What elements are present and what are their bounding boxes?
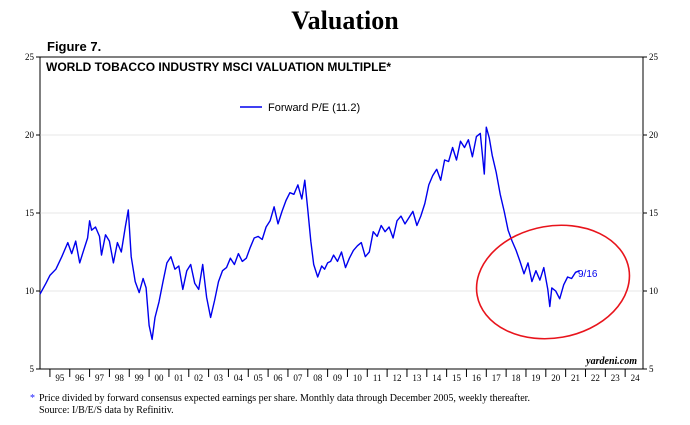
x-tick-label-03: 03 xyxy=(214,373,224,383)
figure-label: Figure 7. xyxy=(47,39,102,54)
footnote-line-2: Source: I/B/E/S data by Refinitiv. xyxy=(39,405,174,416)
y-tick-label-left: 15 xyxy=(25,208,35,218)
x-tick-label-16: 16 xyxy=(472,373,482,383)
x-tick-label-00: 00 xyxy=(155,373,165,383)
x-tick-label-09: 09 xyxy=(333,373,343,383)
red-annotation-circle xyxy=(475,224,631,340)
x-tick-label-97: 97 xyxy=(95,373,105,383)
x-tick-label-22: 22 xyxy=(591,373,600,383)
x-tick-label-20: 20 xyxy=(551,373,561,383)
x-tick-label-15: 15 xyxy=(452,373,462,383)
y-tick-label-right: 10 xyxy=(649,286,659,296)
y-axis-right: 5 10 15 20 25 xyxy=(643,52,659,374)
gridlines xyxy=(40,134,643,292)
x-tick-label-19: 19 xyxy=(531,373,541,383)
x-tick-label-11: 11 xyxy=(373,373,382,383)
x-tick-label-12: 12 xyxy=(393,373,402,383)
legend: Forward P/E (11.2) xyxy=(240,102,360,114)
x-tick-label-24: 24 xyxy=(631,373,641,383)
x-tick-label-06: 06 xyxy=(274,373,284,383)
x-tick-label-04: 04 xyxy=(234,373,244,383)
y-tick-label-right: 20 xyxy=(649,130,659,140)
x-tick-label-23: 23 xyxy=(611,373,621,383)
x-tick-label-07: 07 xyxy=(293,373,303,383)
footnote-marker: * xyxy=(30,393,35,404)
y-tick-label-left: 25 xyxy=(25,52,35,62)
y-tick-label-left: 10 xyxy=(25,286,35,296)
x-tick-label-02: 02 xyxy=(194,373,203,383)
y-tick-label-right: 5 xyxy=(649,364,654,374)
x-tick-label-21: 21 xyxy=(571,373,580,383)
y-tick-label-right: 25 xyxy=(649,52,659,62)
x-tick-label-18: 18 xyxy=(512,373,522,383)
x-tick-label-05: 05 xyxy=(254,373,264,383)
x-tick-label-01: 01 xyxy=(174,373,183,383)
source-tag: yardeni.com xyxy=(585,356,637,367)
page-title: Valuation xyxy=(291,6,399,35)
x-tick-label-14: 14 xyxy=(432,373,442,383)
x-axis: 95 96 97 98 99 00 01 02 03 04 05 06 07 08 09 10 11 12 13 14… xyxy=(49,369,641,383)
y-axis-left: 5 10 15 20 25 xyxy=(25,52,40,374)
x-tick-label-10: 10 xyxy=(353,373,363,383)
legend-label: Forward P/E (11.2) xyxy=(268,102,360,114)
series-line-forward-pe xyxy=(39,126,580,341)
x-tick-label-13: 13 xyxy=(412,373,422,383)
y-tick-label-left: 5 xyxy=(30,364,35,374)
x-tick-label-08: 08 xyxy=(313,373,323,383)
x-tick-label-17: 17 xyxy=(492,373,502,383)
x-tick-label-96: 96 xyxy=(75,373,85,383)
footnote: * Price divided by forward consensus expe… xyxy=(30,393,530,417)
chart-title: WORLD TOBACCO INDUSTRY MSCI VALUATION MU… xyxy=(46,60,391,74)
y-tick-label-left: 20 xyxy=(25,130,35,140)
x-tick-label-98: 98 xyxy=(115,373,125,383)
x-tick-label-95: 95 xyxy=(55,373,65,383)
y-tick-label-right: 15 xyxy=(649,208,659,218)
x-tick-label-99: 99 xyxy=(135,373,145,383)
end-value-label: 9/16 xyxy=(578,269,598,280)
footnote-line-1: Price divided by forward consensus expec… xyxy=(39,393,530,404)
